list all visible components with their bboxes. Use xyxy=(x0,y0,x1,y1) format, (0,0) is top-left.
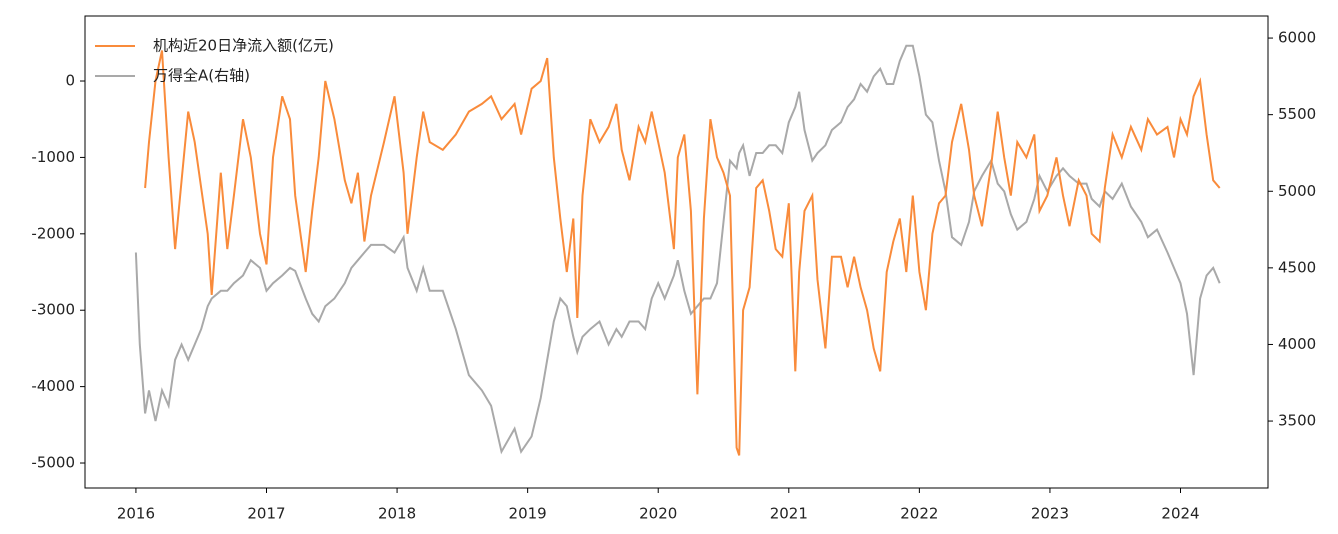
y-tick-label: 0 xyxy=(65,72,75,90)
y2-tick-label: 5500 xyxy=(1278,105,1316,123)
series-line xyxy=(144,50,1221,456)
legend-label: 机构近20日净流入额(亿元) xyxy=(153,37,334,55)
x-tick-label: 2021 xyxy=(770,505,808,523)
y-tick-label: -2000 xyxy=(31,224,75,242)
y-tick-label: -3000 xyxy=(31,301,75,319)
x-tick-label: 2018 xyxy=(378,505,416,523)
x-tick-label: 2023 xyxy=(1031,505,1069,523)
y-tick-label: -5000 xyxy=(31,454,75,472)
x-tick-label: 2020 xyxy=(639,505,677,523)
y2-tick-label: 4500 xyxy=(1278,258,1316,276)
x-tick-label: 2024 xyxy=(1161,505,1199,523)
y2-tick-label: 3500 xyxy=(1278,412,1316,430)
series-line xyxy=(134,44,1221,455)
y-tick-label: -4000 xyxy=(31,377,75,395)
x-tick-label: 2022 xyxy=(900,505,938,523)
legend-label: 万得全A(右轴) xyxy=(153,67,250,85)
y2-tick-label: 4000 xyxy=(1278,335,1316,353)
y-tick-label: -1000 xyxy=(31,148,75,166)
x-tick-label: 2019 xyxy=(509,505,547,523)
x-tick-label: 2016 xyxy=(117,505,155,523)
y2-tick-label: 5000 xyxy=(1278,182,1316,200)
y2-tick-label: 6000 xyxy=(1278,29,1316,47)
plot-frame xyxy=(84,15,1269,489)
x-tick-label: 2017 xyxy=(247,505,285,523)
